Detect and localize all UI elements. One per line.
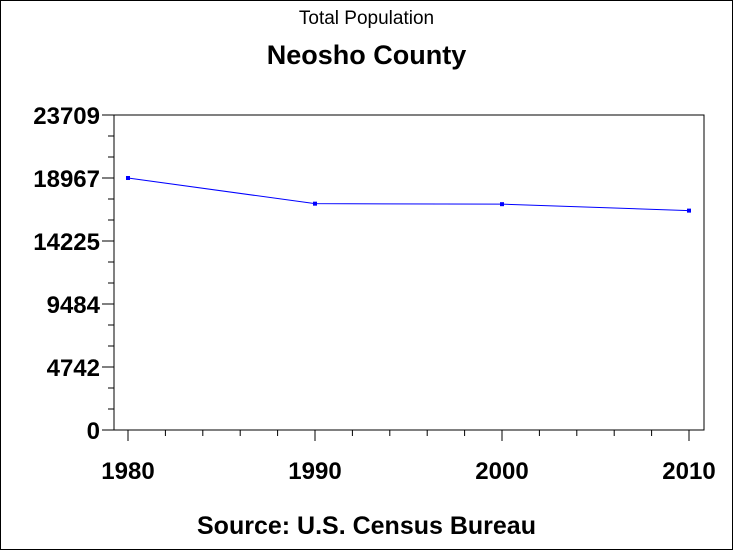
chart-subtitle: Total Population	[298, 8, 435, 29]
y-tick-label: 4742	[47, 355, 100, 382]
chart-source-note: Source: U.S. Census Bureau	[197, 512, 536, 540]
y-tick-label: 14225	[33, 229, 100, 256]
y-tick-label: 9484	[47, 292, 101, 319]
data-point	[126, 176, 130, 181]
x-axis: 1980 1990 2000 2010	[101, 430, 716, 485]
y-tick-label: 23709	[33, 103, 100, 130]
data-point	[500, 202, 504, 207]
data-point	[313, 201, 317, 206]
data-point	[687, 208, 691, 213]
x-tick-label: 2000	[475, 458, 528, 485]
series-layer	[126, 176, 691, 213]
y-tick-label: 0	[87, 418, 100, 445]
x-tick-label: 2010	[662, 458, 715, 485]
y-tick-label: 18967	[33, 166, 100, 193]
series-line	[127, 177, 690, 212]
plot-area	[113, 114, 705, 431]
chart-title: Neosho County	[266, 40, 467, 70]
x-tick-label: 1980	[101, 458, 154, 485]
y-axis: 0 4742 9484 14225 18967 23709	[33, 103, 114, 445]
x-tick-label: 1990	[288, 458, 341, 485]
